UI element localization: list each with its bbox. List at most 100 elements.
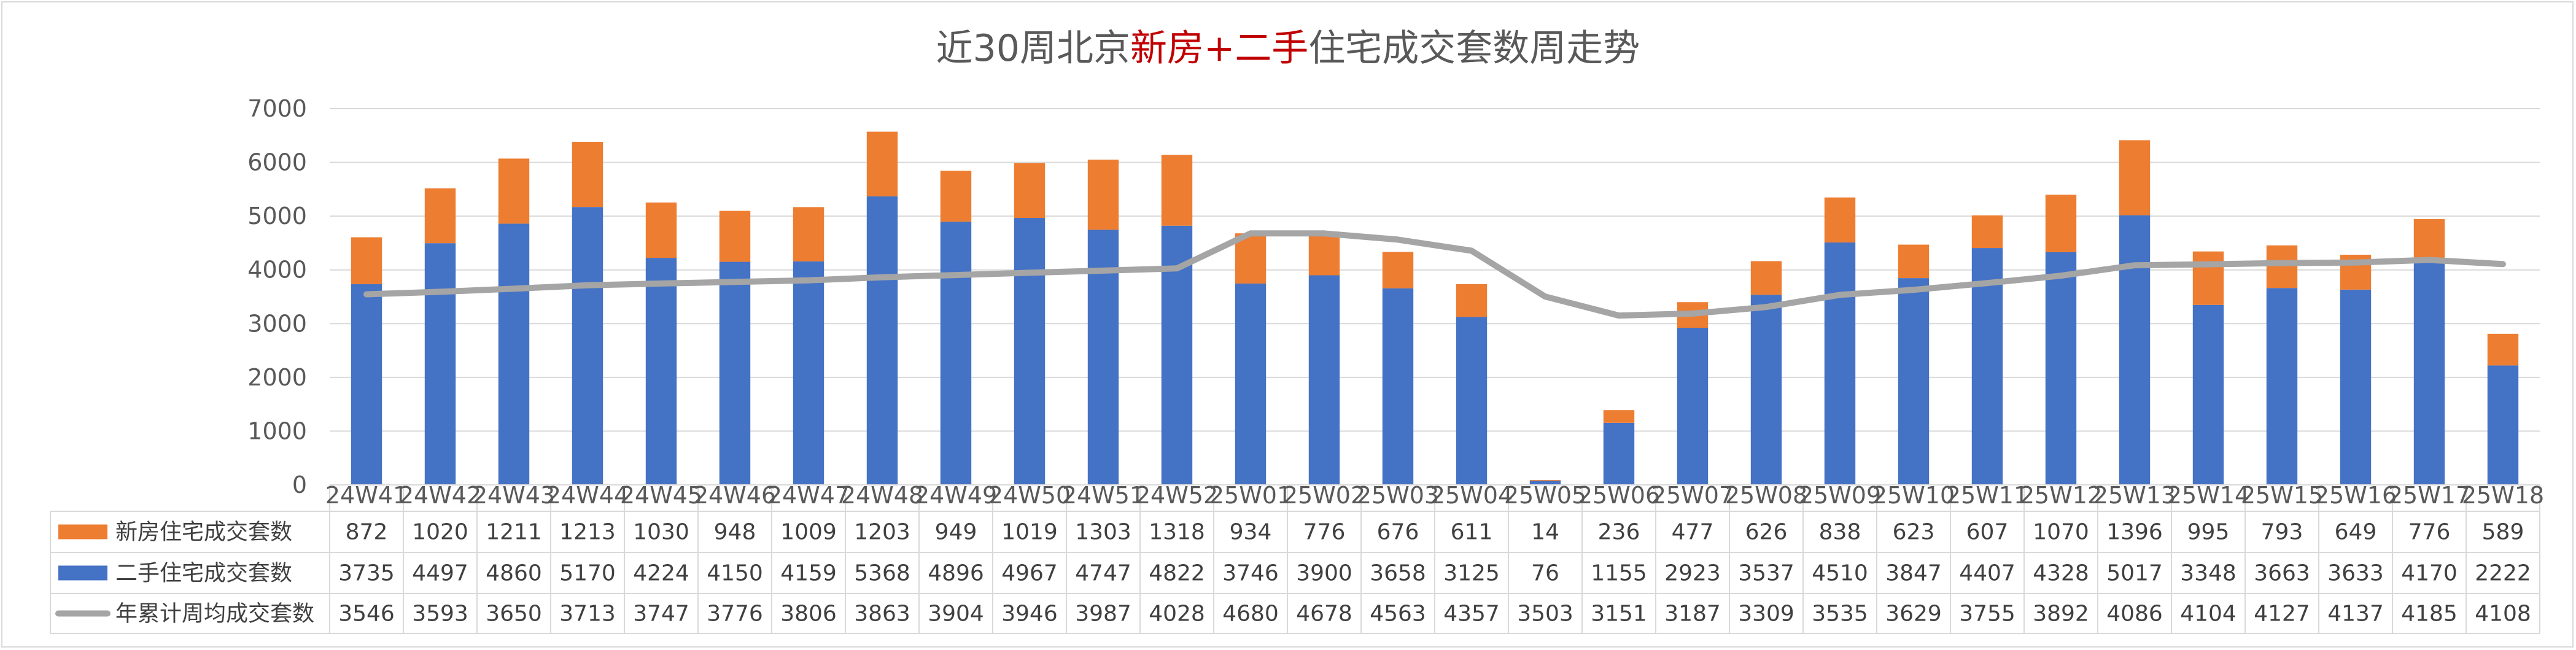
x-tick-label: 25W08: [1725, 482, 1807, 509]
data-label: 3747: [633, 602, 689, 627]
data-label: 3904: [928, 602, 984, 627]
bar-ershou: [719, 261, 751, 485]
bar-xinfang: [866, 131, 898, 196]
bar-xinfang: [2487, 333, 2519, 366]
data-label: 1019: [1001, 520, 1058, 545]
x-tick-label: 24W43: [473, 482, 555, 509]
data-label: 3663: [2254, 561, 2310, 586]
bar-ershou: [1750, 295, 1782, 485]
data-label: 4328: [2033, 561, 2089, 586]
bar-xinfang: [1014, 163, 1046, 219]
x-tick-label: 25W14: [2167, 482, 2249, 509]
bar-ershou: [2266, 288, 2298, 485]
data-label: 2222: [2475, 561, 2531, 586]
data-label: 4170: [2401, 561, 2458, 586]
data-label: 934: [1230, 520, 1272, 545]
data-label: 4108: [2475, 602, 2531, 627]
bar-xinfang: [1087, 160, 1119, 230]
data-label: 3593: [412, 602, 468, 627]
data-label: 1070: [2033, 520, 2089, 545]
y-tick-label: 6000: [247, 149, 307, 176]
x-tick-label: 24W49: [915, 482, 997, 509]
bar-xinfang: [645, 202, 677, 258]
data-label: 4822: [1149, 561, 1205, 586]
data-label: 4680: [1222, 602, 1279, 627]
bar-ershou: [645, 258, 677, 485]
data-label: 4678: [1296, 602, 1352, 627]
data-label: 1020: [412, 520, 468, 545]
bar-xinfang: [940, 171, 972, 222]
data-label: 3187: [1664, 602, 1721, 627]
data-label: 1009: [780, 520, 837, 545]
data-label: 4896: [928, 561, 984, 586]
x-tick-label: 25W05: [1504, 482, 1586, 509]
data-label: 1211: [486, 520, 542, 545]
bar-xinfang: [1235, 233, 1267, 284]
data-label: 1213: [559, 520, 616, 545]
bar-ershou: [1898, 278, 1930, 485]
bar-ershou: [1014, 218, 1046, 485]
data-label: 838: [1819, 520, 1861, 545]
bar-xinfang: [572, 142, 603, 207]
data-label: 4747: [1075, 561, 1131, 586]
data-label: 4104: [2180, 602, 2237, 627]
data-label: 3946: [1001, 602, 1058, 627]
bar-ershou: [1529, 481, 1561, 485]
bar-xinfang: [1750, 261, 1782, 295]
data-label: 3735: [338, 561, 395, 586]
bar-xinfang: [1971, 215, 2003, 249]
bar-xinfang: [793, 207, 824, 261]
bar-xinfang: [2192, 251, 2224, 305]
data-label: 3713: [559, 602, 616, 627]
data-label: 3629: [1885, 602, 1942, 627]
data-label: 4860: [486, 561, 542, 586]
bar-ershou: [424, 243, 456, 485]
data-label: 4497: [412, 561, 468, 586]
data-label: 4563: [1370, 602, 1426, 627]
bar-ershou: [1456, 317, 1488, 485]
x-tick-label: 25W17: [2388, 482, 2470, 509]
bar-xinfang: [1824, 197, 1856, 243]
bar-xinfang: [1161, 155, 1193, 226]
data-label: 872: [346, 520, 388, 545]
data-label: 3348: [2180, 561, 2237, 586]
legend-label: 二手住宅成交套数: [115, 561, 292, 586]
bar-ershou: [2192, 304, 2224, 485]
data-label: 4407: [1959, 561, 2015, 586]
data-label: 3806: [780, 602, 837, 627]
data-label: 4224: [633, 561, 689, 586]
data-label: 236: [1598, 520, 1640, 545]
bar-ershou: [2413, 260, 2445, 485]
data-label: 4185: [2401, 602, 2458, 627]
data-label: 5170: [559, 561, 616, 586]
bar-ershou: [793, 261, 824, 485]
bar-xinfang: [2413, 219, 2445, 261]
data-label: 4086: [2106, 602, 2163, 627]
data-label: 4028: [1149, 602, 1205, 627]
bar-ershou: [2487, 365, 2519, 485]
data-label: 1155: [1591, 561, 1647, 586]
data-label: 676: [1377, 520, 1419, 545]
x-tick-label: 25W11: [1946, 482, 2028, 509]
x-tick-label: 24W42: [399, 482, 481, 509]
data-label: 477: [1672, 520, 1714, 545]
bar-xinfang: [1456, 284, 1488, 317]
bar-ershou: [1382, 288, 1414, 485]
x-tick-label: 24W44: [546, 482, 629, 509]
title-part-4: 住宅成交套数周走势: [1308, 27, 1640, 70]
bar-ershou: [572, 207, 603, 485]
data-label: 3309: [1738, 602, 1794, 627]
bar-ershou: [1971, 248, 2003, 485]
y-tick-label: 0: [292, 471, 307, 498]
data-label: 1203: [854, 520, 910, 545]
x-tick-label: 24W46: [694, 482, 776, 509]
x-tick-label: 25W02: [1283, 482, 1365, 509]
y-tick-label: 7000: [247, 95, 307, 122]
data-label: 1030: [633, 520, 689, 545]
bar-ershou: [1677, 328, 1709, 485]
data-label: 3892: [2033, 602, 2089, 627]
x-tick-label: 25W01: [1209, 482, 1292, 509]
bar-ershou: [1603, 422, 1635, 485]
data-label: 4159: [780, 561, 837, 586]
